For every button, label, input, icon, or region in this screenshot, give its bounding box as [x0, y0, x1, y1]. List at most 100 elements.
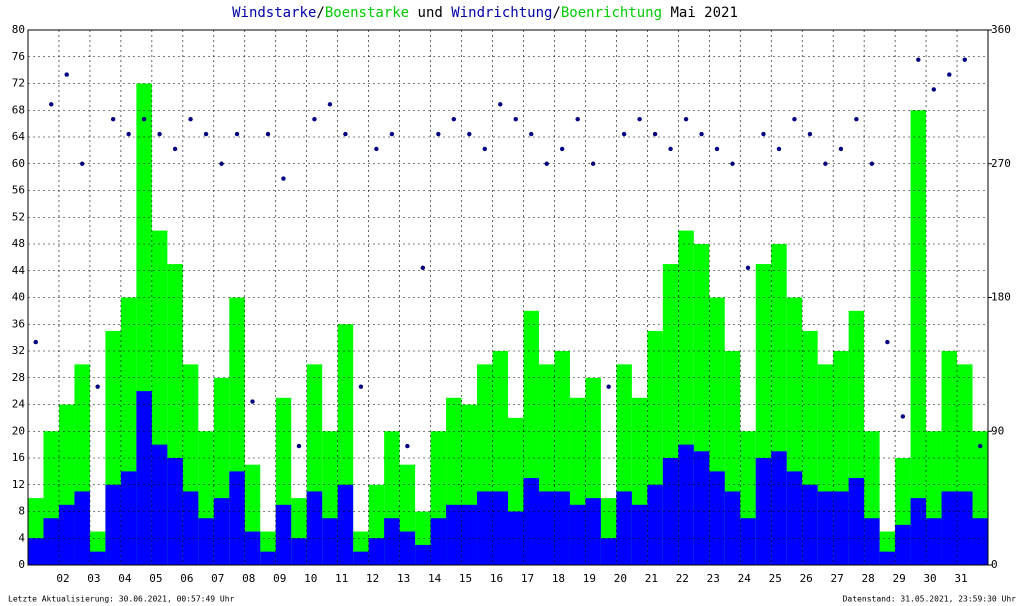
direction-point — [931, 87, 937, 92]
wind-bar — [709, 471, 725, 565]
y-tick-label: 48 — [12, 237, 25, 250]
wind-bar — [957, 491, 973, 565]
direction-point — [683, 116, 689, 122]
wind-bar — [291, 538, 307, 565]
direction-point — [637, 116, 642, 122]
x-tick-label: 28 — [862, 572, 875, 585]
direction-point — [33, 339, 38, 345]
wind-bar — [136, 391, 152, 565]
direction-point — [792, 116, 797, 122]
title-part: Boenrichtung — [561, 5, 662, 21]
direction-point — [389, 131, 395, 137]
direction-point — [188, 116, 193, 122]
wind-bar — [941, 491, 958, 565]
wind-bar — [833, 491, 849, 565]
x-tick-label: 29 — [892, 572, 905, 585]
direction-point — [854, 116, 859, 122]
wind-bar — [926, 518, 942, 565]
wind-bar — [600, 538, 617, 565]
direction-point — [49, 102, 54, 107]
direction-point — [513, 116, 518, 122]
direction-point — [900, 414, 906, 419]
wind-bar — [492, 491, 508, 565]
y-tick-label: 72 — [12, 77, 25, 90]
x-tick-label: 05 — [149, 572, 162, 585]
y-tick-label: 64 — [12, 130, 26, 143]
wind-bar — [693, 451, 710, 565]
x-tick-label: 26 — [800, 572, 813, 585]
x-tick-label: 08 — [242, 572, 255, 585]
wind-bar — [972, 518, 988, 565]
direction-point — [606, 384, 611, 389]
wind-bar — [306, 491, 323, 565]
y2-tick-label: 0 — [991, 558, 998, 571]
direction-point — [761, 131, 766, 137]
wind-bar — [74, 491, 90, 565]
direction-point — [467, 131, 472, 137]
direction-point — [652, 131, 658, 137]
direction-point — [250, 399, 255, 404]
direction-point — [621, 131, 627, 137]
direction-point — [234, 131, 240, 137]
direction-point — [141, 116, 147, 122]
wind-bar — [817, 491, 834, 565]
y2-tick-label: 180 — [991, 291, 1011, 304]
wind-bar — [368, 538, 385, 565]
y2-tick-label: 360 — [991, 23, 1011, 36]
wind-bar — [848, 478, 865, 565]
x-tick-label: 17 — [521, 572, 534, 585]
x-tick-label: 02 — [56, 572, 69, 585]
title-part: Windrichtung — [451, 5, 552, 21]
direction-point — [699, 131, 704, 137]
x-tick-label: 12 — [366, 572, 379, 585]
y-tick-label: 80 — [12, 23, 25, 36]
wind-bar — [244, 531, 261, 565]
x-tick-label: 31 — [954, 572, 967, 585]
wind-bar — [461, 504, 478, 565]
wind-bar — [616, 491, 632, 565]
x-tick-label: 25 — [769, 572, 782, 585]
wind-bar — [802, 484, 818, 565]
y-tick-label: 32 — [12, 344, 25, 357]
wind-bar — [662, 458, 679, 565]
wind-bar — [585, 498, 601, 565]
y-tick-label: 8 — [18, 505, 25, 518]
wind-bar — [322, 518, 338, 565]
x-tick-label: 09 — [273, 572, 286, 585]
x-tick-label: 20 — [614, 572, 627, 585]
direction-point — [559, 146, 565, 152]
direction-point — [807, 131, 813, 137]
wind-bar — [58, 504, 75, 565]
wind-bar — [399, 531, 416, 565]
direction-point — [451, 116, 457, 122]
direction-point — [110, 116, 116, 122]
y-tick-label: 60 — [12, 157, 25, 170]
x-tick-label: 18 — [552, 572, 565, 585]
wind-bar — [182, 491, 199, 565]
y-tick-label: 40 — [12, 291, 25, 304]
wind-bar — [260, 551, 276, 565]
x-tick-label: 10 — [304, 572, 317, 585]
x-tick-label: 22 — [676, 572, 689, 585]
wind-bar — [430, 518, 447, 565]
direction-point — [885, 339, 890, 345]
direction-point — [823, 161, 828, 166]
y-tick-label: 16 — [12, 451, 25, 464]
y-tick-label: 36 — [12, 317, 25, 330]
direction-point — [374, 146, 379, 152]
direction-point — [126, 131, 131, 137]
y-tick-label: 24 — [12, 398, 26, 411]
wind-bar — [678, 444, 694, 565]
direction-point — [776, 146, 782, 152]
wind-bar — [879, 551, 896, 565]
x-tick-label: 16 — [490, 572, 503, 585]
direction-point — [265, 131, 271, 137]
wind-bar — [554, 491, 570, 565]
y-tick-label: 0 — [18, 558, 25, 571]
wind-bar — [910, 110, 927, 565]
wind-bar — [771, 451, 787, 565]
wind-bar — [740, 518, 756, 565]
y2-tick-label: 270 — [991, 157, 1011, 170]
wind-bar — [631, 504, 648, 565]
